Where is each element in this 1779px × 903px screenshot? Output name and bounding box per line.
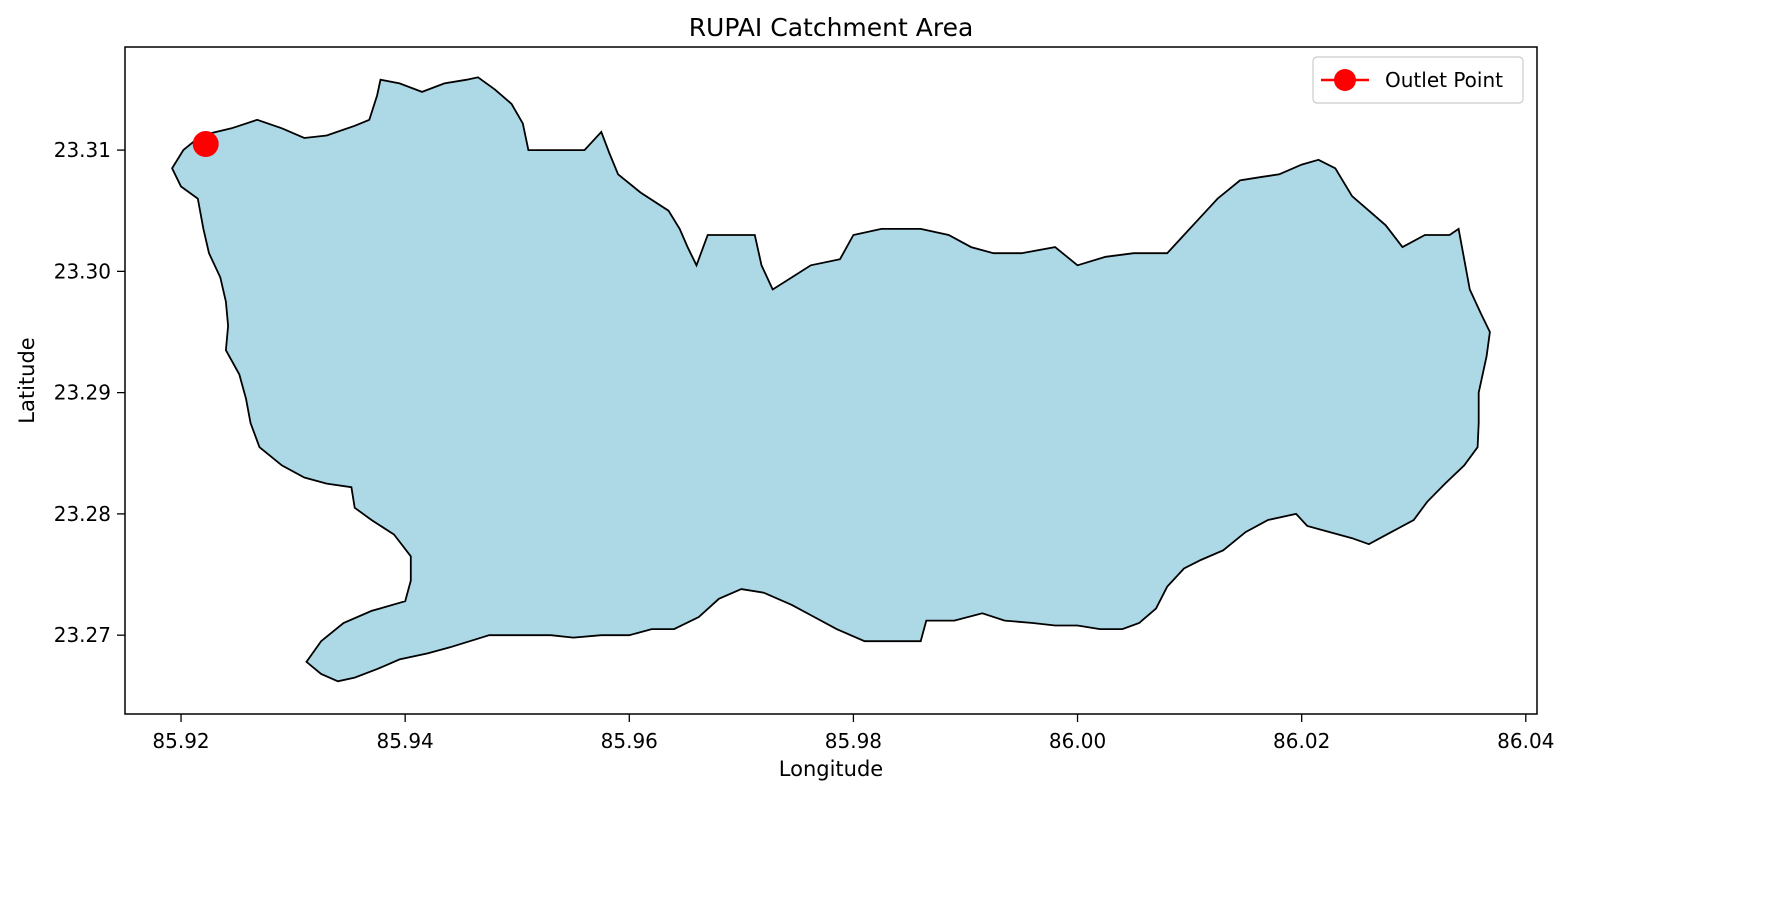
outlet-point-marker bbox=[192, 131, 219, 158]
y-tick-label: 23.30 bbox=[54, 259, 111, 283]
x-tick-label: 86.00 bbox=[1049, 729, 1106, 753]
legend: Outlet Point bbox=[1312, 56, 1524, 104]
y-tick-label: 23.28 bbox=[54, 502, 111, 526]
y-axis-title: Latitude bbox=[15, 337, 39, 423]
y-axis-ticks: 23.27 23.28 23.29 23.30 23.31 bbox=[54, 138, 125, 647]
x-axis-ticks: 85.92 85.94 85.96 85.98 86.00 86.02 86.04 bbox=[152, 714, 1554, 753]
x-tick-label: 85.98 bbox=[825, 729, 882, 753]
legend-marker-outlet bbox=[1334, 69, 1356, 91]
legend-box bbox=[1312, 56, 1524, 104]
x-axis-title: Longitude bbox=[779, 757, 883, 781]
catchment-layer bbox=[171, 76, 1491, 683]
chart-title: RUPAI Catchment Area bbox=[689, 13, 974, 42]
x-tick-label: 86.02 bbox=[1273, 729, 1330, 753]
x-tick-label: 85.96 bbox=[601, 729, 658, 753]
x-tick-label: 86.04 bbox=[1497, 729, 1554, 753]
legend-label-outlet: Outlet Point bbox=[1385, 68, 1503, 92]
plot-frame bbox=[124, 46, 1538, 715]
catchment-polygon bbox=[171, 76, 1491, 683]
y-tick-label: 23.27 bbox=[54, 623, 111, 647]
y-tick-label: 23.31 bbox=[54, 138, 111, 162]
x-tick-label: 85.94 bbox=[377, 729, 434, 753]
x-tick-label: 85.92 bbox=[152, 729, 209, 753]
y-tick-label: 23.29 bbox=[54, 381, 111, 405]
